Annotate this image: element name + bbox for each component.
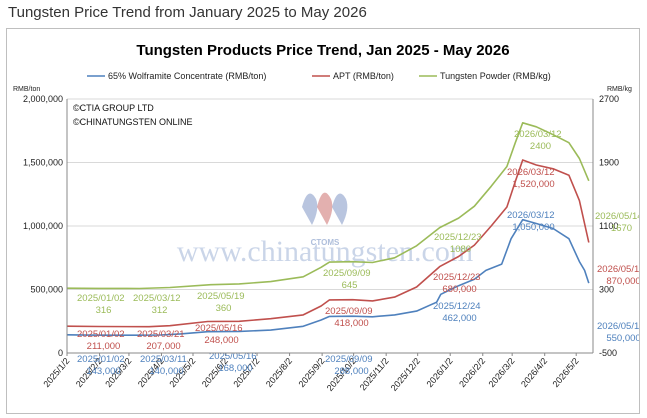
annotation-date: 2025/09/09 xyxy=(325,354,373,365)
left-tick-label: 1,000,000 xyxy=(23,221,63,231)
annotation-value: 1,520,000 xyxy=(512,179,554,190)
annotation-date: 2025/05/16 xyxy=(209,351,257,362)
x-tick-label: 2026/5/2 xyxy=(551,356,581,389)
apt-line xyxy=(66,159,590,328)
right-tick-label: -500 xyxy=(599,348,617,358)
right-tick-label: 1900 xyxy=(599,158,619,168)
annotation-value: 207,000 xyxy=(146,341,180,352)
annotation-date: 2025/09/09 xyxy=(323,268,371,279)
page-title: Tungsten Price Trend from January 2025 t… xyxy=(8,4,367,21)
copyright-line-1: ©CTIA GROUP LTD xyxy=(73,103,154,113)
watermark-logo-text: CTOMS xyxy=(311,238,340,247)
annotation-value: 1,050,000 xyxy=(512,222,554,233)
annotation-date: 2025/12/24 xyxy=(433,301,481,312)
chart-title: Tungsten Products Price Trend, Jan 2025 … xyxy=(136,42,509,59)
copyright-line-2: ©CHINATUNGSTEN ONLINE xyxy=(73,117,192,127)
wolframite-line xyxy=(66,218,590,337)
chart-frame: Tungsten Products Price Trend, Jan 2025 … xyxy=(6,28,640,414)
x-tick-label: 2026/1/2 xyxy=(425,356,455,389)
annotation-date: 2025/05/16 xyxy=(195,323,243,334)
annotation-date: 2026/05/14 xyxy=(597,264,639,275)
gridlines xyxy=(67,98,593,290)
x-tick-label: 2025/8/2 xyxy=(264,356,294,389)
watermark: CTOMS www.chinatungsten.com xyxy=(177,192,473,268)
x-tick-label: 2026/3/2 xyxy=(487,356,517,389)
annotation-value: 870,000 xyxy=(606,276,639,287)
right-tick-label: 300 xyxy=(599,285,614,295)
annotation-value: 680,000 xyxy=(442,284,476,295)
annotation-value: 316 xyxy=(96,305,112,316)
legend: 65% Wolframite Concentrate (RMB/ton) APT… xyxy=(87,71,551,81)
annotation-date: 2025/05/19 xyxy=(197,291,245,302)
left-tick-label: 500,000 xyxy=(30,285,63,295)
annotation-value: 462,000 xyxy=(442,313,476,324)
annotation-value: 312 xyxy=(152,305,168,316)
right-tick-label: 1100 xyxy=(599,221,618,231)
left-tick-label: 0 xyxy=(58,348,63,358)
right-axis-unit: RMB/kg xyxy=(607,86,632,93)
annotation-date: 2026/03/12 xyxy=(507,210,555,221)
annotation-value: 2400 xyxy=(530,141,551,152)
annotation-value: 168,000 xyxy=(218,363,252,374)
annotation-value: 418,000 xyxy=(334,318,368,329)
annotation-date: 2026/03/12 xyxy=(514,129,562,140)
ctoms-logo-icon xyxy=(302,192,348,225)
price-trend-chart: Tungsten Products Price Trend, Jan 2025 … xyxy=(13,42,639,393)
annotation-date: 2026/05/14 xyxy=(595,211,639,222)
annotation-date: 2025/03/21 xyxy=(137,329,185,340)
annotation-date: 2026/05/14 xyxy=(597,321,639,332)
annotation-date: 2025/12/23 xyxy=(434,232,482,243)
annotation-date: 2025/12/23 xyxy=(433,272,481,283)
legend-label-apt: APT (RMB/ton) xyxy=(333,71,394,81)
left-axis-unit: RMB/ton xyxy=(13,86,40,93)
annotation-date: 2025/03/12 xyxy=(133,293,181,304)
watermark-text: www.chinatungsten.com xyxy=(177,235,473,268)
annotation-value: 360 xyxy=(216,303,232,314)
annotation-date: 2025/03/11 xyxy=(140,354,187,365)
x-tick-label: 2025/12/2 xyxy=(389,356,422,393)
annotation-date: 2026/03/12 xyxy=(507,167,555,178)
annotation-value: 1080 xyxy=(450,244,471,255)
tungsten-powder-line xyxy=(66,122,590,290)
x-tick-label: 2025/1/2 xyxy=(41,356,71,389)
x-tick-label: 2026/2/2 xyxy=(457,356,487,389)
annotation-date: 2025/01/02 xyxy=(77,354,125,365)
annotation-value: 211,000 xyxy=(87,341,121,352)
annotations: 2025/01/023162025/03/123122025/05/193602… xyxy=(77,129,639,377)
series-lines xyxy=(66,122,590,337)
x-tick-label: 2026/4/2 xyxy=(519,356,549,389)
left-axis-ticks: 0 500,000 1,000,000 1,500,000 2,000,000 xyxy=(23,94,63,358)
annotation-value: 248,000 xyxy=(204,335,238,346)
legend-label-wolframite: 65% Wolframite Concentrate (RMB/ton) xyxy=(108,71,266,81)
x-tick-label: 2025/9/2 xyxy=(296,356,326,389)
annotation-value: 550,000 xyxy=(606,333,639,344)
annotation-date: 2025/09/09 xyxy=(325,306,373,317)
right-tick-label: 2700 xyxy=(599,94,619,104)
annotation-date: 2025/01/02 xyxy=(77,329,125,340)
annotation-value: 140,000 xyxy=(149,366,183,377)
annotation-value: 1670 xyxy=(611,223,632,234)
annotation-value: 288,000 xyxy=(334,366,368,377)
annotation-value: 143,000 xyxy=(86,366,120,377)
legend-label-powder: Tungsten Powder (RMB/kg) xyxy=(440,71,551,81)
left-tick-label: 1,500,000 xyxy=(23,158,63,168)
left-tick-label: 2,000,000 xyxy=(23,94,63,104)
right-axis-ticks: -500 300 1100 1900 2700 xyxy=(599,94,619,358)
annotation-date: 2025/01/02 xyxy=(77,293,125,304)
annotation-value: 645 xyxy=(342,280,358,291)
